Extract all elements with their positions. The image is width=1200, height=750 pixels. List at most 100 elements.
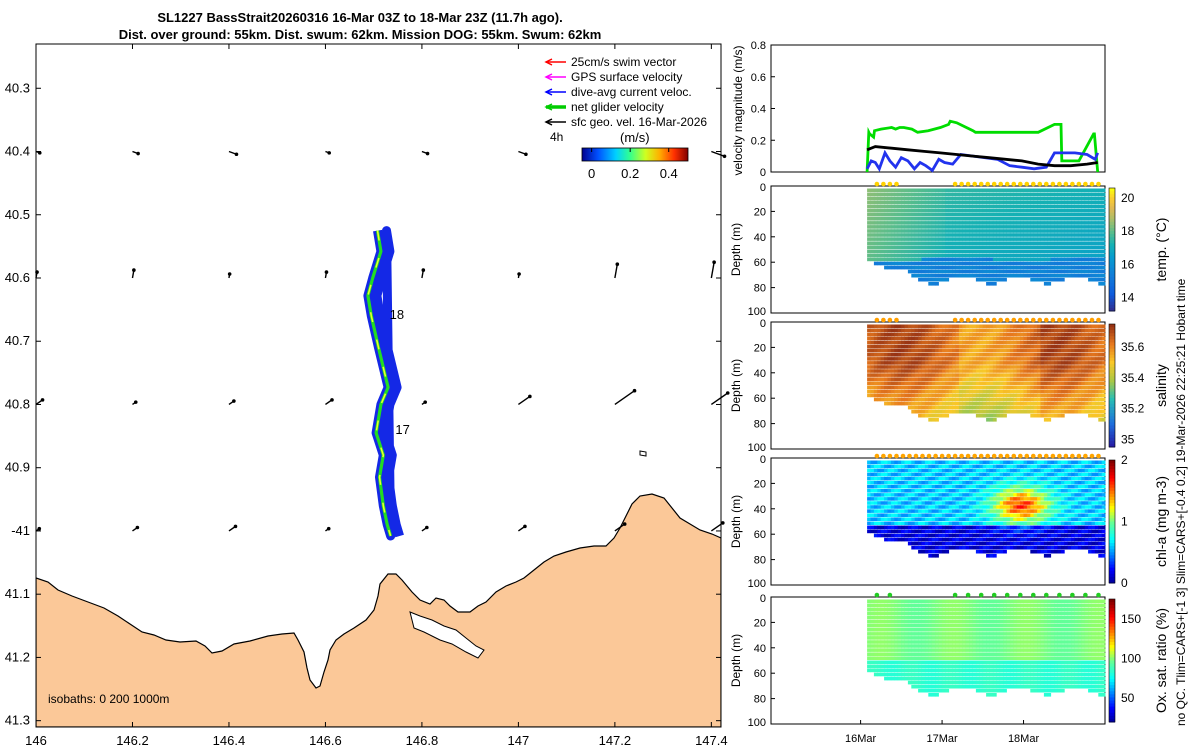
temperature-colorbar-segment: [1109, 298, 1115, 303]
salinity-data-cell: [1091, 336, 1096, 341]
temperature-surface-marker: [991, 181, 997, 187]
chlorophyll-data-cell: [1033, 521, 1038, 526]
temperature-data-cell: [1047, 282, 1052, 286]
temperature-data-cell: [890, 192, 895, 197]
temperature-data-cell: [924, 257, 929, 262]
temperature-data-cell: [989, 237, 994, 241]
chlorophyll-data-cell: [999, 489, 1004, 493]
salinity-data-cell: [1020, 357, 1024, 361]
temperature-data-cell: [1009, 188, 1014, 193]
salinity-data-cell: [982, 340, 987, 345]
temperature-data-cell: [914, 245, 919, 249]
chlorophyll-data-cell: [894, 493, 899, 497]
chlorophyll-data-cell: [931, 472, 936, 477]
chlorophyll-data-cell: [1077, 493, 1082, 497]
temperature-data-cell: [982, 212, 987, 217]
temperature-data-cell: [921, 212, 926, 217]
salinity-data-cell: [1047, 418, 1052, 422]
chlorophyll-data-cell: [958, 489, 963, 493]
salinity-data-cell: [904, 401, 909, 406]
chlorophyll-data-cell: [1033, 537, 1038, 542]
chlorophyll-data-cell: [1098, 480, 1103, 485]
salinity-data-cell: [952, 340, 956, 345]
temperature-data-cell: [945, 225, 950, 229]
temperature-data-cell: [979, 245, 984, 249]
salinity-data-cell: [887, 348, 892, 353]
temperature-data-cell: [1020, 192, 1024, 197]
chlorophyll-data-cell: [1067, 472, 1072, 477]
chlorophyll-data-cell: [870, 501, 875, 505]
salinity-data-cell: [931, 336, 936, 341]
temperature-data-cell: [877, 204, 882, 209]
salinity-data-cell: [921, 381, 926, 385]
salinity-data-cell: [955, 324, 960, 329]
temperature-data-cell: [1009, 245, 1014, 249]
salinity-data-cell: [1101, 344, 1106, 349]
chlorophyll-data-cell: [1047, 493, 1052, 497]
temperature-data-cell: [935, 233, 939, 237]
chlorophyll-data-cell: [890, 505, 895, 509]
salinity-data-cell: [972, 397, 977, 402]
temperature-data-cell: [1040, 241, 1045, 245]
temperature-data-cell: [962, 261, 967, 266]
salinity-data-cell: [924, 373, 929, 377]
temperature-data-cell: [901, 200, 905, 205]
chlorophyll-data-cell: [969, 460, 973, 465]
temperature-data-cell: [1074, 221, 1079, 225]
chlorophyll-data-cell: [1094, 533, 1099, 538]
colorbar-units: (m/s): [620, 130, 650, 145]
chlorophyll-data-cell: [870, 468, 875, 473]
salinity-colorbar-segment: [1109, 342, 1115, 346]
chlorophyll-data-cell: [1047, 549, 1052, 554]
salinity-data-cell: [996, 409, 1001, 414]
temperature-data-cell: [986, 233, 990, 237]
temperature-data-cell: [1098, 241, 1103, 245]
salinity-data-cell: [887, 357, 892, 361]
temperature-data-cell: [1009, 261, 1014, 266]
temperature-data-cell: [972, 233, 977, 237]
chlorophyll-data-cell: [996, 529, 1001, 534]
temperature-data-cell: [945, 265, 950, 270]
chlorophyll-data-cell: [911, 493, 916, 497]
salinity-data-cell: [1047, 405, 1052, 410]
salinity-data-cell: [911, 409, 916, 414]
temperature-data-cell: [1013, 200, 1018, 205]
temperature-data-cell: [941, 229, 946, 233]
chlorophyll-data-cell: [1074, 460, 1079, 465]
salinity-data-cell: [1016, 389, 1021, 394]
salinity-data-cell: [1047, 340, 1052, 345]
sfc-velocity-arrow: [517, 395, 531, 406]
colorbar-tick-label: 0: [588, 166, 595, 181]
salinity-data-cell: [952, 389, 956, 394]
temperature-data-cell: [928, 212, 933, 217]
chlorophyll-data-cell: [962, 533, 967, 538]
chlorophyll-data-cell: [873, 513, 878, 517]
chlorophyll-data-cell: [873, 533, 878, 538]
chlorophyll-data-cell: [907, 525, 912, 530]
chlorophyll-data-cell: [1033, 525, 1038, 530]
temperature-data-cell: [1081, 237, 1086, 241]
chlorophyll-data-cell: [1020, 464, 1024, 469]
salinity-data-cell: [955, 332, 960, 337]
temperature-data-cell: [958, 269, 963, 274]
salinity-data-cell: [911, 348, 916, 353]
temperature-data-cell: [992, 245, 997, 249]
salinity-data-cell: [901, 373, 905, 377]
salinity-data-cell: [914, 393, 919, 398]
salinity-data-cell: [1084, 377, 1089, 381]
temperature-data-cell: [1023, 241, 1028, 245]
chlorophyll-data-cell: [877, 472, 882, 477]
temperature-data-cell: [887, 188, 892, 193]
salinity-data-cell: [870, 377, 875, 381]
temperature-data-cell: [1033, 241, 1038, 245]
salinity-data-cell: [914, 409, 919, 414]
temperature-data-cell: [914, 249, 919, 254]
temperature-data-cell: [1023, 217, 1028, 221]
chlorophyll-data-cell: [924, 537, 929, 542]
chlorophyll-data-cell: [1013, 521, 1018, 526]
chlorophyll-data-cell: [877, 517, 882, 521]
glider-track[interactable]: [363, 226, 404, 541]
chlorophyll-data-cell: [867, 525, 871, 530]
